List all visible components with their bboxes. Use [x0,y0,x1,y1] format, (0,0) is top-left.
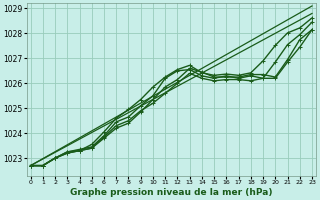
X-axis label: Graphe pression niveau de la mer (hPa): Graphe pression niveau de la mer (hPa) [70,188,273,197]
